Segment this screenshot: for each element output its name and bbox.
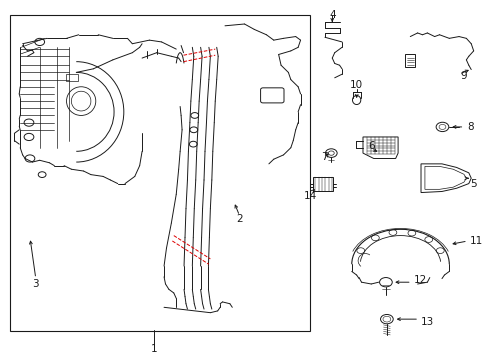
Text: 13: 13 [420, 318, 433, 327]
Text: 7: 7 [320, 152, 326, 162]
Text: 4: 4 [328, 10, 335, 20]
Text: 10: 10 [349, 80, 363, 90]
Text: 2: 2 [236, 215, 243, 224]
Text: 6: 6 [367, 141, 374, 151]
Text: 5: 5 [469, 179, 476, 189]
Text: 14: 14 [303, 191, 316, 201]
Text: 11: 11 [469, 236, 483, 246]
Text: 3: 3 [32, 279, 39, 289]
Text: 1: 1 [151, 343, 157, 354]
Text: 9: 9 [459, 71, 466, 81]
Text: 8: 8 [466, 122, 472, 132]
Text: 12: 12 [413, 275, 427, 285]
